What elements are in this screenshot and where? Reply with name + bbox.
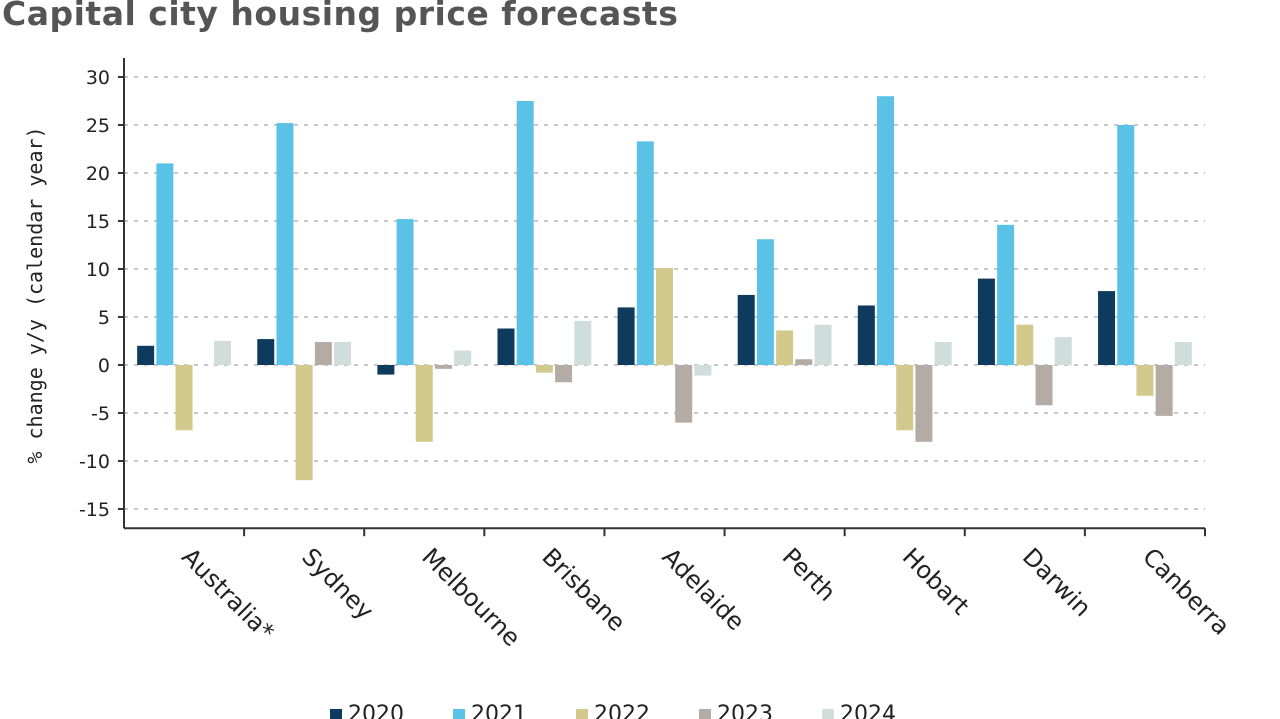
x-category-label: Darwin	[1017, 543, 1097, 623]
y-tick-label: 15	[86, 211, 110, 233]
y-tick-label: 0	[98, 355, 110, 377]
bar-2022-perth	[776, 330, 794, 365]
bars	[137, 96, 1206, 537]
chart-title: Capital city housing price forecasts	[2, 0, 679, 33]
bar-2020-brisbane	[497, 328, 515, 365]
bar-2022-melbourne	[415, 365, 433, 442]
y-tick-label: -15	[79, 499, 110, 521]
y-tick-label: 30	[86, 67, 110, 89]
bar-2024-darwin	[1054, 337, 1072, 365]
legend-swatch-2020	[330, 709, 342, 719]
y-tick-labels: 30 25 20 15 10 5 0 -5 -10 -15	[79, 67, 110, 521]
bar-2020-perth	[737, 294, 755, 365]
bar-2023-perth	[795, 359, 813, 365]
bar-2024-brisbane	[574, 320, 592, 365]
y-tick-label: 20	[86, 163, 110, 185]
bar-2024-australia	[213, 341, 231, 365]
bar-2023-darwin	[1035, 365, 1053, 406]
bar-2020-hobart	[857, 305, 875, 365]
bar-2022-darwin	[1016, 324, 1034, 365]
y-tick-label: 25	[86, 115, 110, 137]
bar-2023-canberra	[1155, 365, 1173, 416]
bar-2021-darwin	[997, 224, 1015, 365]
x-category-label: Perth	[777, 543, 841, 607]
y-tick-label: -5	[91, 403, 110, 425]
bar-2023-sydney	[314, 341, 332, 365]
bar-2020-australia	[137, 345, 155, 365]
legend-swatch-2022	[576, 709, 588, 719]
legend-label-2022: 2022	[594, 702, 650, 719]
bar-2023-brisbane	[555, 365, 573, 383]
legend-swatch-2024	[822, 709, 834, 719]
bar-2024-perth	[814, 324, 832, 365]
bar-2020-adelaide	[617, 307, 635, 365]
axes	[123, 58, 1205, 530]
bar-2020-canberra	[1098, 291, 1116, 365]
legend-label-2020: 2020	[348, 702, 404, 719]
bar-2022-adelaide	[656, 268, 673, 365]
legend-label-2021: 2021	[471, 702, 527, 719]
x-category-label: Melbourne	[416, 543, 525, 652]
legend-label-2024: 2024	[840, 702, 896, 719]
y-tick-label: -10	[79, 451, 110, 473]
x-category-label: Canberra	[1137, 543, 1235, 641]
x-category-label: Australia*	[176, 543, 279, 646]
bar-2021-sydney	[276, 123, 294, 365]
legend-swatch-2023	[699, 709, 711, 719]
bar-2021-perth	[756, 239, 774, 365]
x-category-label: Brisbane	[537, 543, 631, 637]
legend-label-2023: 2023	[717, 702, 773, 719]
bar-2024-melbourne	[454, 350, 472, 365]
bar-2020-darwin	[977, 278, 995, 365]
bar-2020-melbourne	[377, 365, 395, 375]
bar-2024-canberra	[1174, 341, 1192, 365]
bar-2022-hobart	[896, 365, 914, 431]
bar-2023-hobart	[915, 365, 933, 442]
bar-2020-sydney	[257, 339, 275, 365]
bar-2022-canberra	[1136, 365, 1154, 396]
x-category-label: Sydney	[296, 543, 379, 626]
bar-2021-australia	[156, 163, 174, 365]
y-tick-label: 5	[98, 307, 110, 329]
bar-2021-brisbane	[516, 101, 534, 365]
y-axis-title: % change y/y (calendar year)	[23, 126, 47, 463]
x-category-label: Hobart	[897, 543, 975, 621]
bar-2022-sydney	[295, 365, 313, 481]
legend: 2020 2021 2022 2023 2024	[330, 702, 896, 719]
x-category-label: Adelaide	[657, 543, 750, 636]
bar-2022-australia	[175, 365, 193, 431]
legend-swatch-2021	[453, 709, 465, 719]
bar-2023-adelaide	[675, 365, 693, 423]
bar-2022-brisbane	[535, 365, 553, 373]
bar-2024-adelaide	[694, 365, 712, 376]
bar-2023-melbourne	[434, 365, 452, 369]
x-category-labels: Australia* Sydney Melbourne Brisbane Adelaid…	[176, 543, 1235, 652]
bar-2024-hobart	[934, 341, 952, 365]
bar-2021-canberra	[1117, 125, 1135, 365]
bar-2021-hobart	[877, 96, 895, 365]
bar-2024-sydney	[334, 341, 352, 365]
bar-2021-melbourne	[396, 219, 414, 365]
y-tick-label: 10	[86, 259, 110, 281]
bar-2021-adelaide	[636, 141, 654, 365]
